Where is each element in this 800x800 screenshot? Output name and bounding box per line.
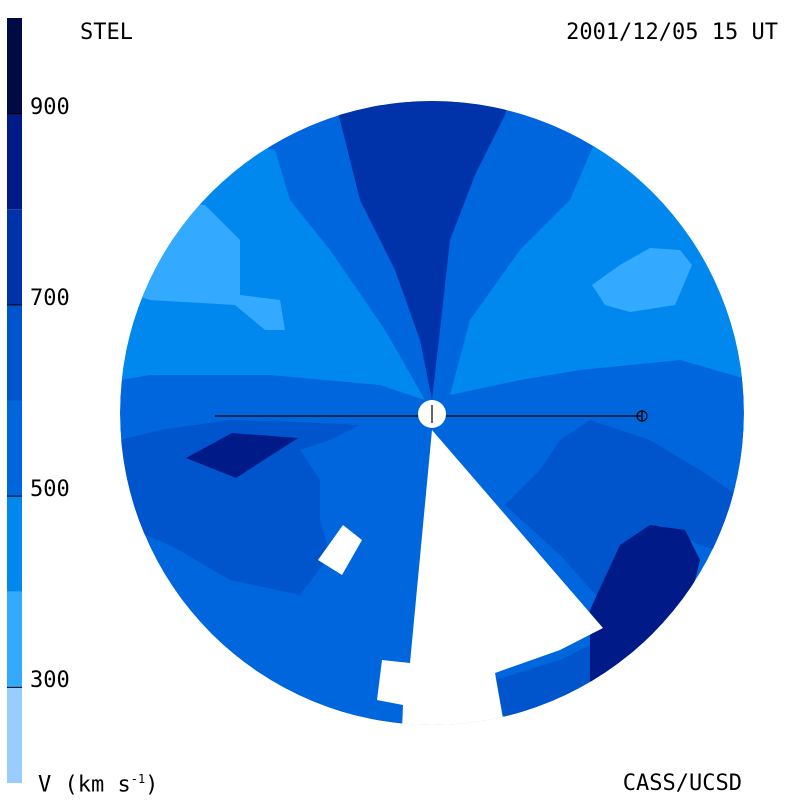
region-north-700 <box>330 101 515 400</box>
colorbar-tick-label-300: 300 <box>30 668 70 694</box>
unit-exponent: -1 <box>130 772 146 786</box>
colorbar-tick-label-900: 900 <box>30 94 70 120</box>
region-upper-right-300 <box>592 248 692 312</box>
data-gap-left <box>318 525 362 575</box>
colorbar-band-300 <box>7 591 22 688</box>
unit-close: ) <box>145 772 159 798</box>
region-left-800 <box>186 433 298 478</box>
colorbar-unit-label: V (km s-1) <box>38 773 158 796</box>
data-gap-south <box>377 430 603 725</box>
credit-label: CASS/UCSD <box>622 771 742 796</box>
timestamp-label: 2001/12/05 15 UT <box>566 20 778 45</box>
colorbar-band-700 <box>7 209 22 305</box>
region-right-600 <box>505 420 744 600</box>
region-right-800 <box>590 525 700 690</box>
colorbar-tick-label-700: 700 <box>30 285 70 311</box>
colorbar-band-600 <box>7 304 22 401</box>
colorbar-band-800 <box>7 113 22 210</box>
colorbar-band-200 <box>7 687 22 783</box>
colorbar-band-900 <box>7 18 22 114</box>
colorbar-tick-label-500: 500 <box>30 477 70 503</box>
colorbar-band-400 <box>7 496 22 592</box>
colorbar <box>7 18 22 783</box>
colorbar-band-500 <box>7 400 22 497</box>
unit-text: V (km s <box>38 772 131 798</box>
region-left-600 <box>120 420 360 595</box>
instrument-label: STEL <box>80 20 133 45</box>
